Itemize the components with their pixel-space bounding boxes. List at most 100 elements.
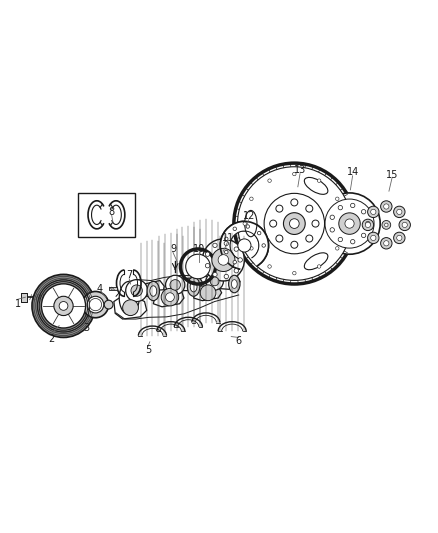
Bar (21, 293, 27, 302)
Circle shape (338, 237, 343, 241)
Circle shape (268, 179, 271, 182)
Ellipse shape (362, 219, 374, 231)
Bar (78, 193, 135, 237)
Circle shape (258, 231, 261, 235)
Text: 2: 2 (49, 334, 55, 344)
Ellipse shape (190, 281, 197, 292)
Circle shape (243, 222, 247, 225)
Polygon shape (114, 297, 147, 319)
Ellipse shape (384, 241, 389, 246)
Ellipse shape (202, 239, 244, 281)
Ellipse shape (381, 238, 392, 249)
Text: 1: 1 (14, 298, 21, 309)
Ellipse shape (32, 274, 95, 337)
Circle shape (238, 239, 251, 252)
Circle shape (366, 221, 370, 226)
Circle shape (234, 269, 238, 273)
Ellipse shape (119, 281, 139, 314)
Polygon shape (194, 286, 222, 301)
Circle shape (246, 225, 250, 228)
Circle shape (350, 203, 355, 208)
Ellipse shape (237, 167, 351, 280)
Ellipse shape (367, 206, 379, 217)
Circle shape (318, 265, 321, 268)
Ellipse shape (186, 254, 210, 279)
Text: 5: 5 (145, 345, 151, 355)
Ellipse shape (161, 288, 179, 306)
Ellipse shape (210, 277, 219, 286)
Circle shape (336, 197, 339, 200)
Ellipse shape (339, 213, 360, 235)
Ellipse shape (283, 213, 305, 235)
Circle shape (382, 221, 391, 229)
Ellipse shape (304, 177, 328, 195)
Ellipse shape (229, 275, 240, 293)
Polygon shape (175, 277, 202, 290)
Ellipse shape (402, 222, 407, 228)
Circle shape (205, 263, 210, 268)
Circle shape (306, 205, 313, 212)
Ellipse shape (245, 211, 257, 237)
Ellipse shape (264, 193, 325, 254)
Ellipse shape (234, 163, 355, 284)
Ellipse shape (394, 206, 405, 217)
Circle shape (306, 235, 313, 242)
Ellipse shape (325, 199, 374, 248)
Circle shape (361, 233, 366, 238)
Ellipse shape (384, 204, 389, 209)
Circle shape (312, 220, 319, 227)
Circle shape (330, 228, 335, 232)
Circle shape (233, 227, 237, 231)
Ellipse shape (365, 222, 371, 228)
Circle shape (342, 222, 346, 225)
Ellipse shape (231, 280, 237, 288)
Circle shape (268, 265, 271, 268)
Ellipse shape (206, 273, 223, 290)
Circle shape (270, 220, 277, 227)
Polygon shape (153, 289, 184, 307)
Text: 11: 11 (222, 233, 234, 243)
Ellipse shape (345, 219, 354, 228)
Ellipse shape (200, 285, 216, 301)
Ellipse shape (42, 284, 85, 328)
Circle shape (250, 197, 253, 200)
Circle shape (318, 179, 321, 182)
Text: 8: 8 (109, 207, 115, 217)
Circle shape (385, 223, 388, 227)
Circle shape (291, 199, 298, 206)
Ellipse shape (87, 296, 104, 313)
Bar (109, 287, 117, 290)
Ellipse shape (367, 232, 379, 244)
Circle shape (338, 205, 343, 210)
Circle shape (233, 261, 237, 264)
Circle shape (336, 247, 339, 250)
Circle shape (205, 252, 210, 256)
Ellipse shape (126, 280, 148, 302)
Text: 14: 14 (346, 167, 359, 177)
Text: 13: 13 (294, 165, 306, 175)
Ellipse shape (170, 280, 180, 290)
Circle shape (224, 274, 229, 279)
Circle shape (262, 244, 265, 247)
Text: 9: 9 (170, 244, 176, 254)
Circle shape (350, 239, 355, 244)
Ellipse shape (123, 300, 138, 316)
Ellipse shape (104, 300, 113, 309)
Ellipse shape (319, 193, 380, 254)
Ellipse shape (218, 255, 229, 265)
Ellipse shape (290, 219, 299, 229)
Polygon shape (220, 221, 268, 269)
Circle shape (293, 172, 296, 176)
Ellipse shape (54, 296, 73, 316)
Circle shape (225, 237, 228, 240)
Ellipse shape (381, 201, 392, 212)
Polygon shape (136, 280, 164, 296)
Ellipse shape (131, 285, 142, 296)
Circle shape (250, 247, 253, 250)
Circle shape (291, 241, 298, 248)
Text: 6: 6 (236, 336, 242, 346)
Text: 3: 3 (83, 323, 89, 333)
Ellipse shape (397, 209, 402, 214)
Ellipse shape (371, 209, 376, 214)
Ellipse shape (399, 219, 410, 231)
